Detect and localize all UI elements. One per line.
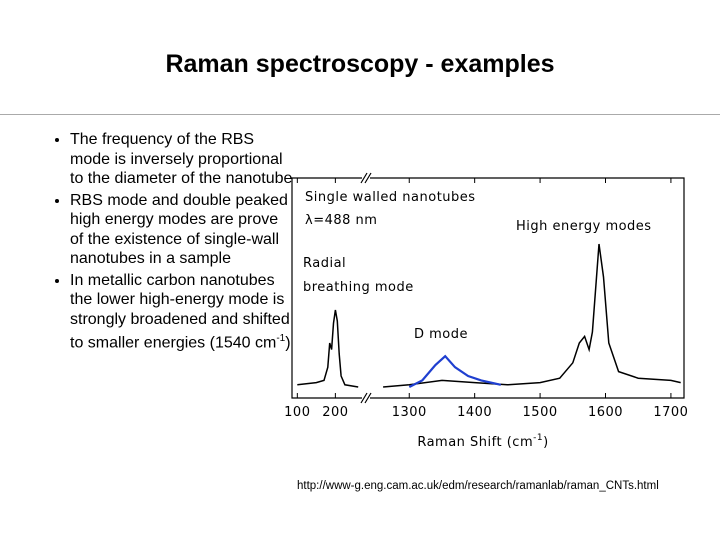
bullet: RBS mode and double peaked high energy m… — [70, 191, 295, 269]
bullet: The frequency of the RBS mode is inverse… — [70, 130, 295, 189]
x-tick-label: 100 — [284, 405, 310, 420]
superscript: -1 — [276, 333, 286, 344]
frame-right — [370, 177, 685, 399]
x-tick-label: 200 — [322, 405, 348, 420]
x-tick-label: 1300 — [392, 405, 427, 420]
bullet-text: In metallic carbon nanotubes the lower h… — [70, 271, 290, 352]
break-mark — [360, 172, 368, 184]
annotation: Radial — [303, 256, 346, 271]
annotation: λ=488 nm — [305, 213, 377, 228]
frame-left — [291, 177, 362, 399]
x-tick-label: 1600 — [588, 405, 623, 420]
spectrum-line — [297, 243, 681, 388]
bullet: In metallic carbon nanotubes the lower h… — [70, 271, 295, 353]
break-mark — [364, 172, 372, 184]
annotation: breathing mode — [303, 280, 414, 295]
x-tick-label: 1400 — [457, 405, 492, 420]
x-tick-label: 1700 — [653, 405, 688, 420]
x-tick-label: 1500 — [523, 405, 558, 420]
x-axis-label-text: Raman Shift (cm — [417, 435, 533, 450]
x-axis-label-sup: -1 — [533, 433, 543, 443]
annotation: High energy modes — [516, 219, 652, 234]
break-mark — [360, 392, 368, 404]
bullet-text: ) — [285, 334, 291, 352]
bullet-list: The frequency of the RBS mode is inverse… — [42, 130, 295, 355]
x-axis-label-end: ) — [543, 435, 549, 450]
spectrum-line — [408, 354, 502, 388]
frame — [291, 172, 685, 404]
source-link: http://www-g.eng.cam.ac.uk/edm/research/… — [297, 480, 659, 492]
break-mark — [364, 392, 372, 404]
divider — [0, 114, 720, 115]
slide-title: Raman spectroscopy - examples — [165, 50, 555, 78]
x-axis-label: Raman Shift (cm-1) — [417, 433, 548, 450]
annotation: D mode — [414, 327, 468, 342]
annotation: Single walled nanotubes — [305, 190, 476, 205]
